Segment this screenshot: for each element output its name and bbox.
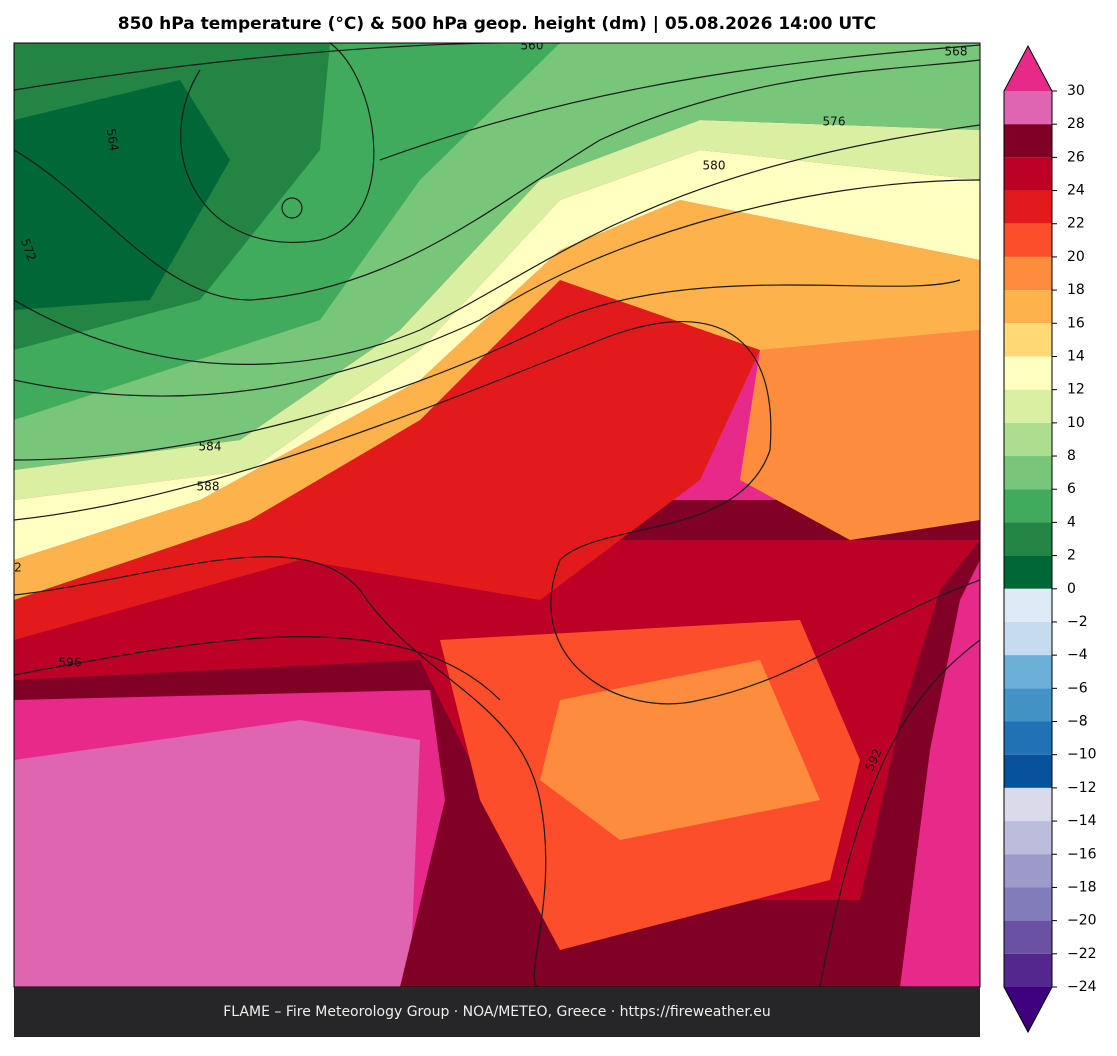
colorbar-band [1004, 356, 1052, 390]
map: 560 568 576 580 564 572 584 588 596 592 … [14, 39, 980, 987]
colorbar-band [1004, 223, 1052, 257]
colorbar-tick-label: −12 [1067, 780, 1097, 796]
footer-bar [14, 987, 980, 1037]
colorbar-tick-label: 6 [1067, 481, 1076, 497]
colorbar-tick-label: 22 [1067, 216, 1085, 232]
colorbar-tick-label: 16 [1067, 315, 1085, 331]
colorbar-tick-label: 12 [1067, 382, 1085, 398]
colorbar-tick-label: 20 [1067, 249, 1085, 265]
colorbar: 302826242220181614121086420−2−4−6−8−10−1… [1003, 44, 1097, 1034]
colorbar-band [1004, 323, 1052, 357]
colorbar-band [1004, 887, 1052, 921]
contour-label: 580 [703, 159, 726, 173]
colorbar-band [1004, 489, 1052, 523]
colorbar-band [1004, 256, 1052, 291]
colorbar-band [1004, 621, 1052, 656]
colorbar-band [1004, 821, 1052, 855]
colorbar-tick-label: −20 [1067, 913, 1097, 929]
colorbar-tick-label: −8 [1067, 714, 1088, 730]
colorbar-tick-label: −16 [1067, 846, 1097, 862]
colorbar-tick-label: −22 [1067, 946, 1097, 962]
colorbar-band [1004, 588, 1052, 622]
colorbar-band [1004, 124, 1052, 158]
contour-label: 568 [945, 45, 968, 59]
title: 850 hPa temperature (°C) & 500 hPa geop.… [118, 14, 877, 34]
colorbar-band [1004, 787, 1052, 822]
colorbar-tick-label: 18 [1067, 282, 1085, 298]
colorbar-band [1004, 422, 1052, 457]
colorbar-tick-label: 28 [1067, 116, 1085, 132]
colorbar-tick-label: −24 [1067, 979, 1097, 995]
colorbar-band [1004, 91, 1052, 125]
contour-label: 564 [104, 127, 122, 152]
colorbar-tick-label: 4 [1067, 514, 1076, 530]
colorbar-tick-label: −6 [1067, 680, 1088, 696]
colorbar-tick-label: −10 [1067, 747, 1097, 763]
colorbar-band [1004, 190, 1052, 224]
colorbar-tick-label: 14 [1067, 348, 1085, 364]
colorbar-band [1004, 953, 1052, 987]
contour-label: 584 [199, 440, 222, 454]
colorbar-band [1004, 688, 1052, 722]
colorbar-tick-label: −14 [1067, 813, 1097, 829]
colorbar-band [1004, 522, 1052, 556]
colorbar-band [1004, 389, 1052, 423]
colorbar-band [1004, 456, 1052, 490]
colorbar-band [1004, 854, 1052, 888]
colorbar-tick-label: 26 [1067, 149, 1085, 165]
colorbar-band [1004, 655, 1052, 689]
colorbar-tick-label: 0 [1067, 581, 1076, 597]
contour-label: 560 [521, 39, 544, 53]
colorbar-band [1004, 555, 1052, 589]
colorbar-tick-label: 24 [1067, 183, 1085, 199]
colorbar-tick-label: 8 [1067, 448, 1076, 464]
colorbar-band [1004, 157, 1052, 191]
colorbar-over [1004, 46, 1052, 91]
contour-label: 2 [14, 561, 22, 575]
colorbar-band [1004, 754, 1052, 788]
footer-text: FLAME – Fire Meteorology Group · NOA/MET… [223, 1004, 771, 1020]
colorbar-under [1004, 987, 1052, 1032]
colorbar-tick-label: −18 [1067, 879, 1097, 895]
contour-label: 576 [823, 115, 846, 129]
contour-label: 588 [197, 480, 220, 494]
colorbar-band [1004, 721, 1052, 755]
colorbar-band [1004, 920, 1052, 954]
colorbar-tick-label: 10 [1067, 415, 1085, 431]
colorbar-tick-label: 2 [1067, 548, 1076, 564]
colorbar-band [1004, 290, 1052, 324]
colorbar-tick-label: 30 [1067, 83, 1085, 99]
colorbar-tick-label: −2 [1067, 614, 1088, 630]
colorbar-tick-label: −4 [1067, 647, 1088, 663]
contour-label: 596 [59, 656, 82, 670]
